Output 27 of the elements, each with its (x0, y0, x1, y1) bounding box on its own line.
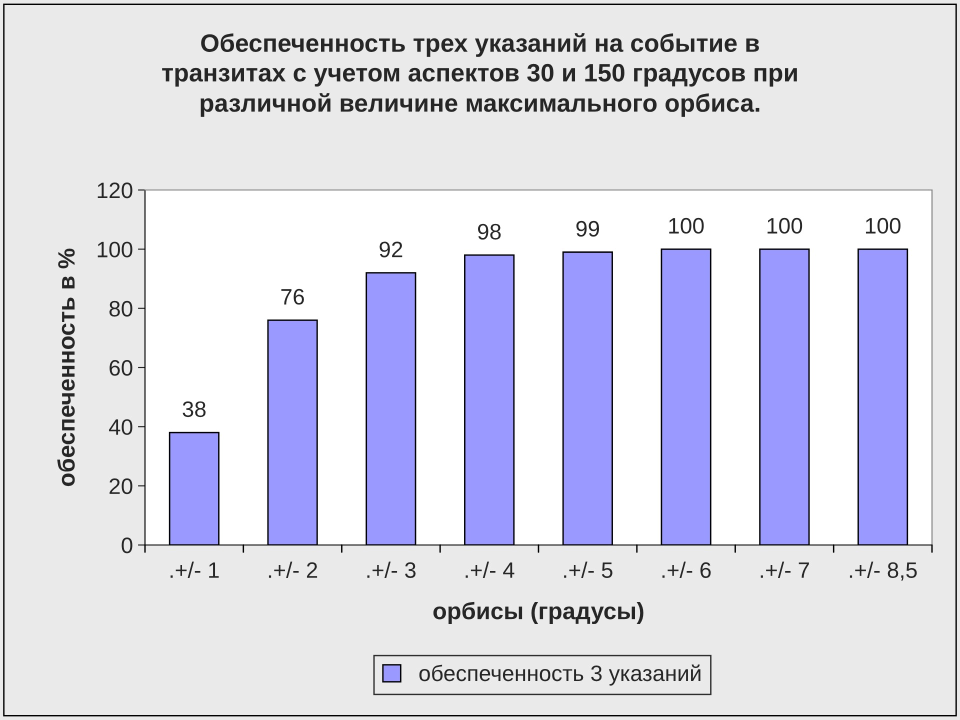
y-axis-title: обеспеченность в % (57, 248, 75, 486)
data-label: 76 (281, 288, 304, 305)
x-axis-title: орбисы (градусы) (433, 602, 644, 624)
x-tick-label: .+/- 5 (564, 562, 612, 578)
data-label: 100 (768, 218, 802, 234)
chart-title: Обеспеченность трех указаний на событие в транзитах с учетом аспектов 30 и 150 градусов при различной величине максимального орбиса. (162, 33, 797, 117)
y-tick-label: 0 (122, 538, 132, 554)
x-tick-label: .+/- 4 (466, 562, 514, 578)
y-tick-label: 120 (98, 182, 132, 198)
x-tick-label: .+/- 3 (367, 562, 416, 578)
y-tick-label: 100 (98, 242, 132, 258)
data-label: 38 (182, 401, 206, 418)
y-tick-label: 80 (109, 300, 132, 317)
x-tick-label: .+/- 8,5 (850, 562, 917, 581)
data-label: 99 (576, 220, 599, 237)
legend-label: обеспеченность 3 указаний (419, 664, 700, 686)
y-tick-label: 40 (108, 419, 132, 435)
data-label: 92 (380, 242, 402, 258)
data-label: 98 (478, 224, 501, 240)
data-label: 100 (866, 218, 900, 234)
x-tick-label: .+/- 1 (170, 562, 219, 578)
data-label: 100 (669, 218, 704, 234)
y-tick-label: 20 (110, 478, 132, 494)
x-tick-label: .+/- 7 (760, 562, 809, 578)
x-tick-label: .+/- 2 (268, 562, 318, 578)
y-tick-label: 60 (110, 360, 132, 376)
x-tick-label: .+/- 6 (662, 562, 711, 578)
